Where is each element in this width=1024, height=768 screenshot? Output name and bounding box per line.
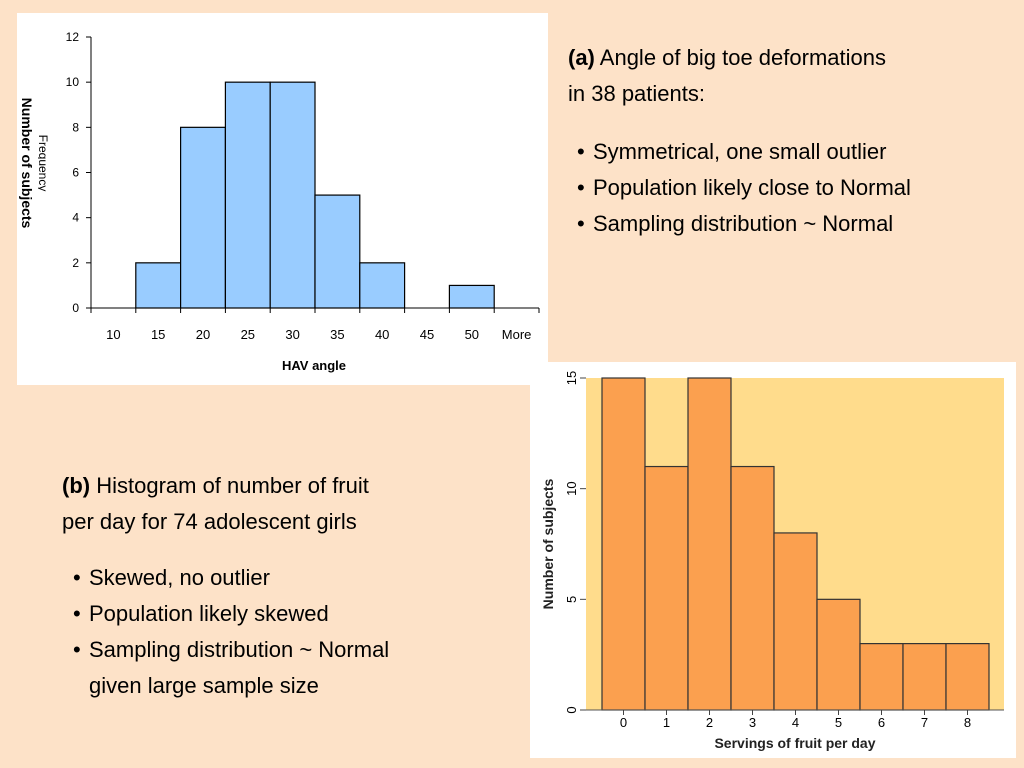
histogram-bar [180, 126, 227, 309]
histogram-bar [773, 532, 818, 711]
x-tick-label: 0 [620, 715, 627, 730]
y-axis-title: Number of subjects [19, 98, 35, 229]
y-tick-label: 0 [72, 301, 79, 315]
text-b-line1: Histogram of number of fruit [90, 473, 369, 498]
y-axis-title: Number of subjects [540, 478, 556, 609]
histogram-bar [859, 643, 904, 711]
y-tick-label: 5 [564, 596, 579, 603]
bullet-icon: • [73, 601, 81, 626]
chart-b-panel: 0 5 10 15 0 1 2 3 4 5 6 7 8 Servings of fruit per day… [530, 362, 1016, 758]
text-a-line1: Angle of big toe deformations [594, 45, 886, 70]
chart-a-panel: 0 2 4 6 8 10 12 10 15 20 25 30 35 40 45 50 More HAV angle… [17, 13, 548, 385]
histogram-bar [816, 598, 861, 711]
text-b-bullets: • Skewed, no outlier • Population likely s… [73, 560, 513, 704]
x-tick-label: 30 [285, 327, 299, 342]
y-tick-label: 4 [72, 211, 79, 225]
x-tick-label: 45 [420, 327, 434, 342]
text-b-label: (b) [62, 473, 91, 498]
text-b-heading: (b) Histogram of number of fruit per day… [62, 468, 502, 540]
x-tick-label: 35 [330, 327, 344, 342]
histogram-bar [902, 643, 947, 711]
bullet-text: Sampling distribution ~ Normal [89, 637, 390, 662]
x-tick-label: 5 [835, 715, 842, 730]
y-tick-label: 6 [72, 166, 79, 180]
text-a-heading: (a) Angle of big toe deformations in 38 … [568, 40, 1008, 112]
histogram-bar [224, 81, 271, 309]
text-a-bullets: • Symmetrical, one small outlier • Populat… [577, 134, 1017, 242]
y-tick-label: 10 [66, 75, 80, 89]
histogram-bar [314, 194, 361, 309]
y-tick-label: 15 [564, 371, 579, 385]
chart-a: 0 2 4 6 8 10 12 10 15 20 25 30 35 40 45 50 More HAV angle… [19, 30, 540, 373]
y-tick-label: 8 [72, 120, 79, 134]
x-tick-label: 8 [964, 715, 971, 730]
x-tick-label: 50 [465, 327, 479, 342]
x-axis-title: Servings of fruit per day [714, 735, 875, 751]
histogram-bar [730, 465, 775, 711]
bullet-text: Symmetrical, one small outlier [593, 139, 887, 164]
histogram-bar [359, 262, 406, 309]
x-tick-label: 4 [792, 715, 799, 730]
y-axis-title-mask [28, 85, 38, 245]
list-item: • Sampling distribution ~ Normal [577, 206, 1017, 242]
x-tick-label: 10 [106, 327, 120, 342]
histogram-bar [135, 262, 182, 309]
y-tick-label: 12 [66, 30, 80, 44]
y-axis-title-ghost: Frequency [36, 135, 50, 192]
bullet-text: Population likely close to Normal [593, 175, 911, 200]
bullet-icon: • [577, 175, 585, 200]
histogram-bar [687, 377, 732, 711]
bullet-text: Skewed, no outlier [89, 565, 270, 590]
list-item: • Symmetrical, one small outlier [577, 134, 1017, 170]
x-tick-label: More [502, 327, 532, 342]
x-tick-label: 20 [196, 327, 210, 342]
x-axis-title: HAV angle [282, 358, 346, 373]
histogram-bar [269, 81, 316, 309]
histogram-bar [448, 284, 495, 309]
bullet-icon: • [577, 139, 585, 164]
bullet-text: Sampling distribution ~ Normal [593, 211, 894, 236]
list-item: • Population likely skewed [73, 596, 513, 632]
text-a-line2: in 38 patients: [568, 81, 705, 106]
x-tick-label: 1 [663, 715, 670, 730]
list-item: • Population likely close to Normal [577, 170, 1017, 206]
text-a-label: (a) [568, 45, 595, 70]
x-tick-label: 7 [921, 715, 928, 730]
list-item: • Skewed, no outlier [73, 560, 513, 596]
x-tick-label: 2 [706, 715, 713, 730]
bullet-icon: • [73, 637, 81, 662]
x-tick-label: 3 [749, 715, 756, 730]
x-tick-label: 6 [878, 715, 885, 730]
x-tick-label: 40 [375, 327, 389, 342]
y-tick-label: 10 [564, 481, 579, 495]
histogram-bar [644, 465, 689, 711]
bullet-icon: • [73, 565, 81, 590]
histogram-bar [601, 377, 646, 711]
text-b-line2: per day for 74 adolescent girls [62, 509, 357, 534]
list-item: • Sampling distribution ~ Normal given lar… [73, 632, 513, 704]
bullet-text-cont: given large sample size [89, 673, 319, 698]
x-tick-label: 15 [151, 327, 165, 342]
x-tick-label: 25 [241, 327, 255, 342]
histogram-bar [945, 643, 990, 711]
y-tick-label: 0 [564, 706, 579, 713]
bullet-text: Population likely skewed [89, 601, 329, 626]
y-tick-label: 2 [72, 256, 79, 270]
bullet-icon: • [577, 211, 585, 236]
chart-b: 0 5 10 15 0 1 2 3 4 5 6 7 8 Servings of fruit per day… [540, 371, 1004, 751]
